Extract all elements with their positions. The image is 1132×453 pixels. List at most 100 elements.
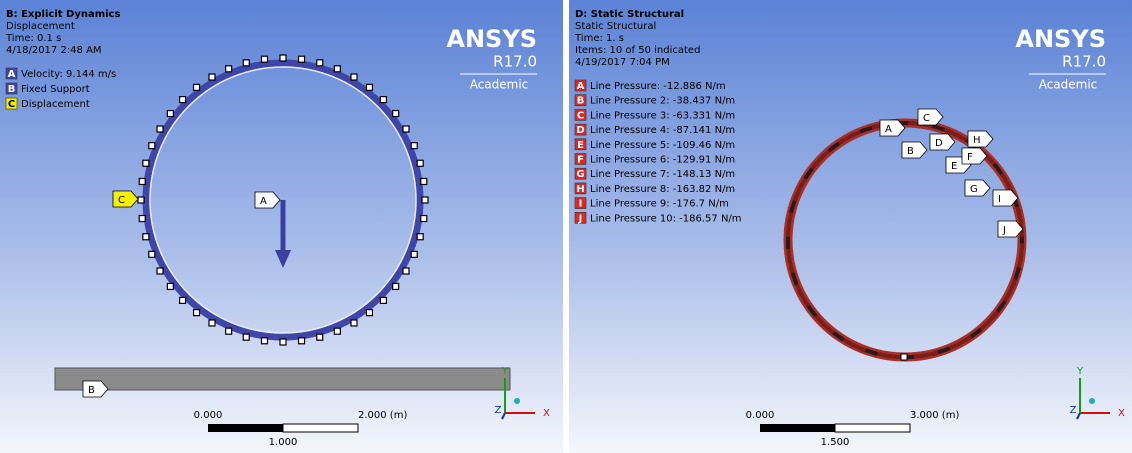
- scale-bar-black: [208, 424, 283, 432]
- legend-key: G: [576, 169, 584, 180]
- callout-label: F: [967, 152, 973, 163]
- support-marker: [194, 310, 200, 316]
- support-marker: [157, 126, 163, 132]
- support-marker: [180, 97, 186, 103]
- support-marker: [317, 334, 323, 340]
- logo-version: R17.0: [493, 53, 537, 71]
- legend-key: F: [577, 155, 584, 166]
- scale-end: 2.000 (m): [358, 410, 407, 421]
- support-marker: [366, 310, 372, 316]
- legend-label: Line Pressure 9: -176.7 N/m: [590, 199, 729, 210]
- support-marker: [280, 55, 286, 61]
- axis-y-label: Y: [501, 366, 509, 377]
- support-marker: [421, 216, 427, 222]
- ground-plate: [55, 368, 510, 390]
- legend-label: Line Pressure: -12.886 N/m: [590, 81, 726, 92]
- legend-key: B: [577, 96, 585, 107]
- callout-label: G: [970, 184, 978, 195]
- support-marker: [334, 328, 340, 334]
- legend-label: Line Pressure 2: -38.437 N/m: [590, 96, 735, 107]
- support-marker: [261, 56, 267, 62]
- support-marker: [243, 334, 249, 340]
- axis-origin: [514, 398, 520, 404]
- support-marker: [351, 320, 357, 326]
- support-marker: [317, 60, 323, 66]
- header-line: Displacement: [6, 21, 75, 32]
- support-marker: [138, 197, 144, 203]
- support-marker: [421, 178, 427, 184]
- screen: B: Explicit DynamicsDisplacementTime: 0.…: [0, 0, 1132, 453]
- header-line: 4/19/2017 7:04 PM: [575, 57, 670, 68]
- support-marker: [299, 56, 305, 62]
- support-marker: [149, 251, 155, 257]
- axis-x-label: X: [1118, 408, 1125, 419]
- logo-edition: Academic: [1039, 78, 1098, 92]
- support-marker: [139, 178, 145, 184]
- legend-label: Line Pressure 3: -63.331 N/m: [590, 110, 735, 121]
- legend-label: Velocity: 9.144 m/s: [21, 69, 116, 80]
- axis-z-label: Z: [1070, 405, 1077, 416]
- callout-label: C: [923, 113, 930, 124]
- legend-label: Fixed Support: [21, 84, 90, 95]
- support-marker: [209, 320, 215, 326]
- support-marker: [417, 234, 423, 240]
- callout-label: C: [118, 195, 125, 206]
- support-marker: [299, 338, 305, 344]
- legend-key: D: [576, 125, 584, 136]
- legend-key: C: [577, 110, 584, 121]
- scale-bar-white: [835, 424, 910, 432]
- support-marker: [393, 111, 399, 117]
- support-marker: [380, 97, 386, 103]
- legend-label: Line Pressure 6: -129.91 N/m: [590, 155, 735, 166]
- scale-middle: 1.500: [821, 437, 850, 448]
- axis-z-label: Z: [495, 405, 502, 416]
- legend-label: Line Pressure 4: -87.141 N/m: [590, 125, 735, 136]
- legend-label: Displacement: [21, 99, 90, 110]
- scale-middle: 1.000: [269, 437, 298, 448]
- support-marker: [143, 234, 149, 240]
- header-line: Items: 10 of 50 indicated: [575, 45, 700, 56]
- legend-key: A: [8, 69, 16, 80]
- support-marker: [334, 66, 340, 72]
- support-marker: [380, 297, 386, 303]
- marker: [901, 354, 907, 360]
- support-marker: [403, 268, 409, 274]
- scale-bar-black: [760, 424, 835, 432]
- support-marker: [167, 283, 173, 289]
- axis-y-label: Y: [1076, 366, 1084, 377]
- support-marker: [143, 160, 149, 166]
- legend-key: I: [579, 199, 583, 210]
- legend-key: H: [576, 184, 584, 195]
- support-marker: [417, 160, 423, 166]
- support-marker: [403, 126, 409, 132]
- support-marker: [366, 84, 372, 90]
- legend-label: Line Pressure 7: -148.13 N/m: [590, 169, 735, 180]
- callout-label: A: [260, 196, 267, 207]
- support-marker: [243, 60, 249, 66]
- support-marker: [351, 74, 357, 80]
- legend-label: Line Pressure 5: -109.46 N/m: [590, 140, 735, 151]
- scale-start: 0.000: [746, 410, 775, 421]
- support-marker: [226, 328, 232, 334]
- callout-label: B: [907, 146, 914, 157]
- header-line: Time: 0.1 s: [5, 33, 61, 44]
- legend-key: B: [8, 84, 16, 95]
- support-marker: [261, 338, 267, 344]
- callout-label: B: [88, 385, 95, 396]
- logo-brand: ANSYS: [1015, 25, 1106, 53]
- scale-end: 3.000 (m): [910, 410, 959, 421]
- callout-label: H: [973, 135, 981, 146]
- support-marker: [194, 84, 200, 90]
- legend-key: J: [578, 213, 583, 224]
- support-marker: [180, 297, 186, 303]
- legend-key: E: [577, 140, 584, 151]
- legend-key: A: [577, 81, 585, 92]
- callout-label: A: [885, 124, 892, 135]
- logo-version: R17.0: [1062, 53, 1106, 71]
- header-line: Static Structural: [575, 21, 656, 32]
- support-marker: [411, 143, 417, 149]
- support-marker: [157, 268, 163, 274]
- header-title: B: Explicit Dynamics: [6, 9, 120, 20]
- support-marker: [167, 111, 173, 117]
- axis-x-label: X: [543, 408, 550, 419]
